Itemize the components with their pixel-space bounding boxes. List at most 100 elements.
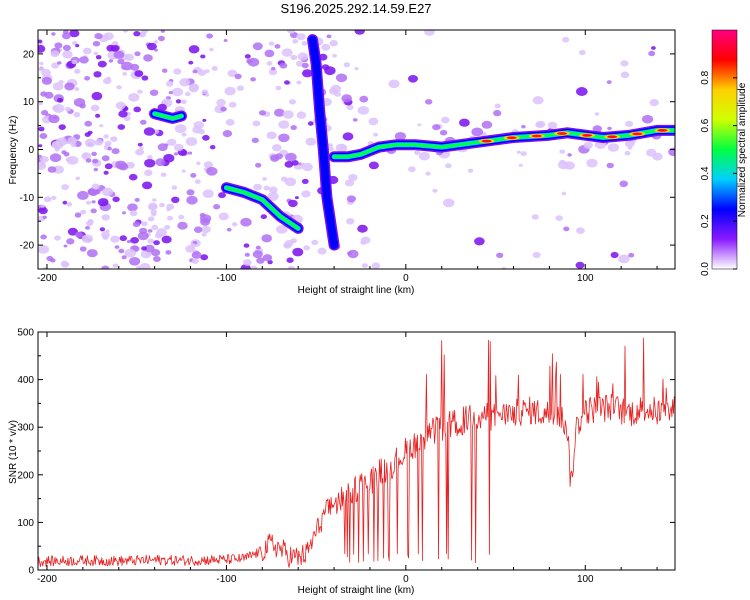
noise-blob bbox=[418, 151, 430, 161]
noise-blob bbox=[242, 259, 252, 266]
colorbar-tick-label: 0.8 bbox=[700, 70, 711, 84]
noise-blob bbox=[443, 198, 455, 208]
noise-blob bbox=[50, 50, 60, 58]
noise-blob bbox=[255, 162, 262, 168]
noise-blob bbox=[276, 225, 288, 234]
noise-blob bbox=[47, 166, 57, 173]
noise-blob bbox=[119, 235, 128, 242]
noise-blob bbox=[133, 31, 141, 37]
noise-blob bbox=[266, 131, 277, 140]
x-tick-label: 100 bbox=[577, 574, 594, 585]
noise-blob bbox=[263, 185, 270, 191]
noise-blob bbox=[200, 254, 209, 261]
hotspot-core bbox=[557, 132, 567, 135]
noise-blob bbox=[93, 71, 102, 78]
spectrogram-noise bbox=[38, 30, 675, 269]
x-tick-label: -100 bbox=[216, 574, 236, 585]
noise-blob bbox=[216, 98, 226, 107]
noise-blob bbox=[594, 112, 600, 116]
noise-blob bbox=[188, 84, 199, 93]
noise-blob bbox=[108, 59, 114, 63]
noise-blob bbox=[38, 39, 43, 44]
hotspot-core bbox=[607, 135, 618, 139]
noise-blob bbox=[117, 58, 125, 65]
noise-blob bbox=[75, 231, 83, 238]
noise-blob bbox=[148, 203, 158, 211]
noise-blob bbox=[266, 61, 273, 66]
noise-blob bbox=[439, 129, 448, 136]
noise-blob bbox=[610, 251, 619, 259]
colorbar-tick-label: 0.2 bbox=[700, 214, 711, 228]
noise-blob bbox=[262, 254, 273, 262]
noise-blob bbox=[272, 144, 282, 152]
noise-blob bbox=[46, 255, 54, 262]
noise-blob bbox=[619, 180, 628, 188]
noise-blob bbox=[161, 235, 172, 244]
noise-blob bbox=[91, 183, 100, 190]
noise-blob bbox=[307, 121, 314, 126]
ridge-upper-patch-layer-3 bbox=[153, 112, 183, 120]
noise-blob bbox=[204, 69, 210, 74]
noise-blob bbox=[301, 178, 309, 184]
noise-blob bbox=[559, 159, 566, 165]
noise-blob bbox=[227, 69, 238, 78]
noise-blob bbox=[115, 160, 127, 170]
noise-blob bbox=[129, 257, 141, 266]
noise-blob bbox=[159, 202, 165, 208]
noise-blob bbox=[191, 258, 199, 264]
noise-blob bbox=[620, 60, 629, 67]
noise-blob bbox=[128, 93, 140, 102]
noise-blob bbox=[354, 67, 359, 71]
noise-blob bbox=[328, 146, 334, 152]
noise-blob bbox=[94, 139, 104, 146]
noise-blob bbox=[97, 60, 107, 68]
noise-blob bbox=[223, 39, 228, 42]
noise-blob bbox=[116, 85, 122, 90]
noise-blob bbox=[142, 181, 153, 190]
noise-blob bbox=[290, 238, 298, 244]
noise-blob bbox=[38, 144, 43, 148]
noise-blob bbox=[201, 89, 209, 95]
noise-blob bbox=[586, 158, 598, 168]
noise-blob bbox=[360, 236, 371, 244]
colorbar-label: Normalized spectral amplitude bbox=[737, 82, 748, 217]
noise-blob bbox=[58, 124, 66, 130]
noise-blob bbox=[139, 227, 148, 235]
noise-blob bbox=[280, 176, 288, 182]
noise-blob bbox=[236, 85, 244, 91]
noise-blob bbox=[222, 130, 233, 138]
noise-blob bbox=[206, 166, 218, 176]
noise-blob bbox=[252, 42, 263, 51]
noise-blob bbox=[274, 44, 281, 49]
noise-blob bbox=[285, 152, 297, 162]
noise-blob bbox=[51, 32, 56, 36]
noise-blob bbox=[284, 161, 294, 168]
noise-blob bbox=[290, 31, 298, 39]
noise-blob bbox=[179, 78, 191, 87]
noise-blob bbox=[137, 142, 143, 147]
noise-blob bbox=[301, 190, 311, 198]
hotspot-core bbox=[632, 132, 643, 136]
noise-blob bbox=[74, 68, 81, 74]
noise-blob bbox=[82, 47, 92, 55]
noise-blob bbox=[190, 243, 196, 248]
noise-blob bbox=[317, 247, 327, 255]
noise-blob bbox=[128, 173, 138, 181]
noise-blob bbox=[181, 132, 187, 137]
noise-blob bbox=[161, 68, 168, 73]
noise-blob bbox=[174, 124, 187, 134]
noise-blob bbox=[63, 244, 68, 248]
noise-blob bbox=[62, 44, 71, 52]
noise-blob bbox=[122, 211, 126, 215]
noise-blob bbox=[224, 86, 236, 96]
noise-blob bbox=[262, 177, 267, 181]
noise-blob bbox=[283, 242, 292, 249]
noise-blob bbox=[110, 235, 120, 243]
hotspot-core bbox=[506, 136, 517, 140]
noise-blob bbox=[578, 49, 586, 56]
noise-blob bbox=[137, 231, 149, 241]
noise-blob bbox=[62, 200, 68, 205]
noise-blob bbox=[203, 161, 213, 169]
noise-blob bbox=[93, 167, 99, 172]
